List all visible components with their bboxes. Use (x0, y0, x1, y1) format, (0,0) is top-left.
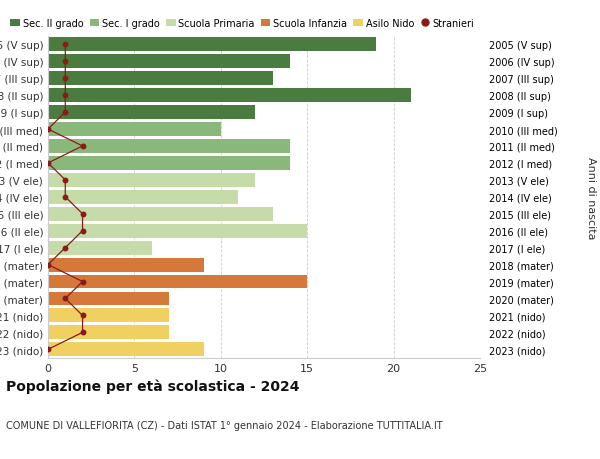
Bar (48, 89, 411, 103)
Bar (48, 342, 203, 357)
Point (78, 329, 88, 336)
Point (43, 346, 53, 353)
Bar (48, 106, 256, 120)
Point (61, 194, 70, 201)
Point (61, 75, 70, 83)
Point (61, 92, 70, 100)
Point (78, 228, 88, 235)
Point (61, 109, 70, 117)
Point (61, 295, 70, 302)
Point (78, 278, 88, 285)
Point (61, 58, 70, 66)
Bar (48, 174, 256, 187)
Bar (48, 190, 238, 204)
Text: COMUNE DI VALLEFIORITA (CZ) - Dati ISTAT 1° gennaio 2024 - Elaborazione TUTTITAL: COMUNE DI VALLEFIORITA (CZ) - Dati ISTAT… (6, 420, 443, 430)
Point (43, 126, 53, 134)
Point (61, 41, 70, 49)
Bar (48, 140, 290, 154)
Bar (48, 207, 272, 221)
Bar (48, 309, 169, 323)
Point (78, 211, 88, 218)
Bar (48, 123, 221, 137)
Bar (48, 72, 272, 86)
Bar (48, 292, 169, 306)
Bar (48, 224, 307, 238)
Bar (48, 55, 290, 69)
Bar (48, 157, 290, 170)
Bar (48, 258, 203, 272)
Point (78, 143, 88, 150)
Bar (48, 241, 152, 255)
Point (43, 261, 53, 269)
Point (61, 245, 70, 252)
Text: Anni di nascita: Anni di nascita (586, 156, 596, 239)
Point (61, 177, 70, 184)
Bar (48, 275, 307, 289)
Point (78, 312, 88, 319)
Legend: Sec. II grado, Sec. I grado, Scuola Primaria, Scuola Infanzia, Asilo Nido, Stran: Sec. II grado, Sec. I grado, Scuola Prim… (10, 19, 475, 28)
Text: Popolazione per età scolastica - 2024: Popolazione per età scolastica - 2024 (6, 379, 299, 393)
Bar (48, 326, 169, 340)
Bar (48, 38, 376, 52)
Point (43, 160, 53, 167)
